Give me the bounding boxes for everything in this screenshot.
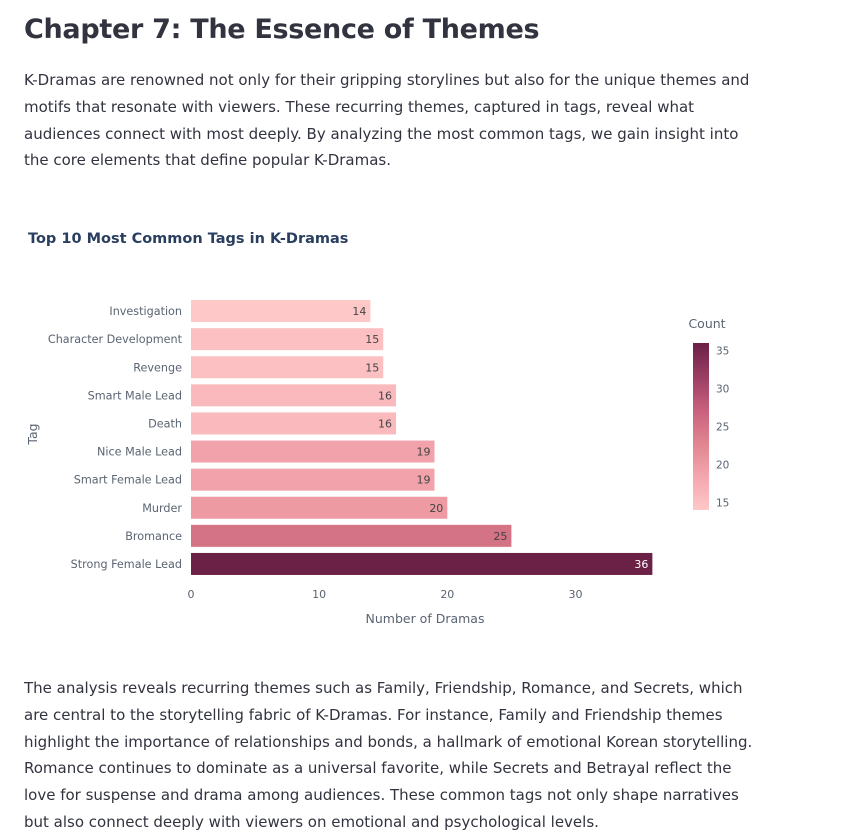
colorbar-tick-label: 25	[716, 422, 729, 434]
y-tick-label: Nice Male Lead	[97, 446, 182, 459]
y-tick-label: Strong Female Lead	[71, 558, 182, 571]
bar	[191, 524, 512, 547]
bar	[191, 328, 384, 351]
bar	[191, 356, 384, 379]
y-tick-label: Character Development	[48, 333, 183, 346]
colorbar-title: Count	[688, 316, 725, 331]
bar-chart: Top 10 Most Common Tags in K-Dramas 14 15…	[0, 220, 845, 640]
bar	[191, 552, 653, 575]
colorbar-tick-label: 15	[716, 497, 729, 509]
bar	[191, 384, 397, 407]
bar-value-label: 14	[352, 305, 366, 318]
x-tick-label: 10	[312, 588, 326, 601]
bar-value-label: 16	[378, 417, 392, 430]
bar-value-label: 19	[417, 446, 431, 459]
bar-value-label: 36	[634, 558, 648, 571]
y-axis-title: Tag	[25, 423, 40, 445]
colorbar-tick-label: 20	[716, 459, 729, 471]
y-tick-label: Revenge	[133, 361, 182, 374]
colorbar-tick-label: 30	[716, 384, 729, 396]
bar-value-label: 25	[493, 530, 507, 543]
bar	[191, 412, 397, 435]
x-axis-title: Number of Dramas	[366, 611, 485, 626]
y-tick-label: Investigation	[109, 305, 182, 318]
bar-value-label: 20	[429, 502, 443, 515]
bar	[191, 440, 435, 463]
y-tick-label: Bromance	[125, 530, 182, 543]
x-tick-label: 0	[188, 588, 195, 601]
x-tick-label: 30	[568, 588, 582, 601]
chart-title: Top 10 Most Common Tags in K-Dramas	[28, 231, 348, 247]
outro-paragraph: The analysis reveals recurring themes su…	[24, 679, 753, 831]
colorbar-tick-label: 35	[716, 346, 729, 358]
colorbar	[693, 343, 709, 510]
bar	[191, 496, 448, 519]
y-tick-label: Death	[148, 417, 182, 430]
y-tick-label: Smart Male Lead	[88, 389, 182, 402]
bar-value-label: 19	[417, 474, 431, 487]
bar-value-label: 15	[365, 361, 379, 374]
bar-value-label: 15	[365, 333, 379, 346]
intro-paragraph: K-Dramas are renowned not only for their…	[24, 71, 750, 170]
y-tick-label: Smart Female Lead	[74, 474, 182, 487]
chart-svg: Top 10 Most Common Tags in K-Dramas 14 15…	[25, 231, 729, 626]
y-tick-label: Murder	[142, 502, 182, 515]
page-title: Chapter 7: The Essence of Themes	[24, 14, 540, 45]
x-tick-label: 20	[440, 588, 454, 601]
bar	[191, 468, 435, 491]
bar	[191, 300, 371, 323]
bar-value-label: 16	[378, 389, 392, 402]
